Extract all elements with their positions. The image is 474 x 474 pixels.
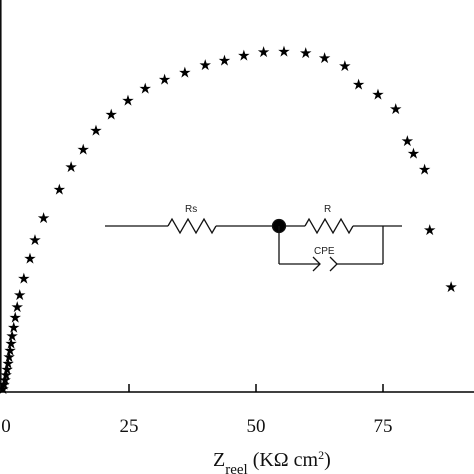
data-point: ★ (401, 132, 414, 150)
data-point: ★ (23, 250, 36, 268)
x-axis-title-sub: reel (225, 462, 247, 474)
data-point: ★ (64, 158, 77, 176)
data-point: ★ (121, 92, 134, 110)
x-tick-label: 50 (247, 416, 266, 437)
equivalent-circuit-inset (105, 217, 402, 272)
data-point: ★ (7, 318, 20, 336)
label-rs: Rs (185, 204, 197, 215)
data-point: ★ (13, 286, 26, 304)
data-point: ★ (3, 342, 16, 360)
data-point: ★ (389, 100, 402, 118)
data-point: ★ (371, 85, 384, 103)
data-point: ★ (0, 380, 10, 398)
x-axis-title-main: Z (213, 449, 225, 471)
data-point: ★ (444, 278, 457, 296)
x-ticks: 0 25 50 75 (1, 384, 393, 437)
resistor-rs (167, 217, 217, 235)
data-point: ★ (89, 122, 102, 140)
data-point: ★ (299, 44, 312, 62)
data-point: ★ (8, 309, 21, 327)
data-point: ★ (318, 49, 331, 67)
data-point: ★ (1, 355, 14, 373)
data-point: ★ (418, 161, 431, 179)
data-point: ★ (2, 348, 15, 366)
data-point: ★ (257, 43, 270, 61)
data-point: ★ (104, 105, 117, 123)
cpe-symbol-left (312, 256, 321, 272)
x-tick-label: 0 (1, 416, 11, 437)
data-point: ★ (28, 231, 41, 249)
x-axis-title-exp: 2 (318, 448, 324, 462)
data-point: ★ (17, 270, 30, 288)
data-point: ★ (158, 71, 171, 89)
data-point: ★ (37, 209, 50, 227)
data-point: ★ (0, 376, 11, 394)
data-point: ★ (407, 144, 420, 162)
data-point: ★ (237, 46, 250, 64)
data-point: ★ (53, 181, 66, 199)
data-point: ★ (139, 80, 152, 98)
label-cpe: CPE (314, 246, 335, 257)
data-point: ★ (338, 57, 351, 75)
data-point: ★ (352, 76, 365, 94)
data-point: ★ (11, 298, 24, 316)
label-r: R (324, 204, 331, 215)
x-tick-label: 25 (120, 416, 139, 437)
resistor-r (304, 217, 354, 235)
data-point: ★ (218, 51, 231, 69)
data-point: ★ (198, 56, 211, 74)
data-point: ★ (0, 371, 12, 389)
data-markers: ★★★★★★★★★★★★★★★★★★★★★★★★★ ★ ★ ★ ★ ★ ★ ★ ★ ★ ★★★★★★… (0, 42, 458, 397)
data-point: ★ (77, 140, 90, 158)
data-point: ★ (423, 221, 436, 239)
cpe-symbol-right (329, 256, 338, 272)
data-point: ★ (178, 63, 191, 81)
x-axis-title-unit: (KΩ cm (253, 449, 319, 471)
data-point: ★ (5, 327, 18, 345)
x-tick-label: 75 (374, 416, 393, 437)
data-point: ★ (0, 366, 13, 384)
data-point: ★ (0, 360, 13, 378)
data-point: ★ (4, 334, 17, 352)
x-axis-title-close: ) (324, 449, 331, 471)
x-axis-title: Zreel (KΩ cm2) (213, 448, 331, 474)
data-point: ★ (277, 42, 290, 60)
